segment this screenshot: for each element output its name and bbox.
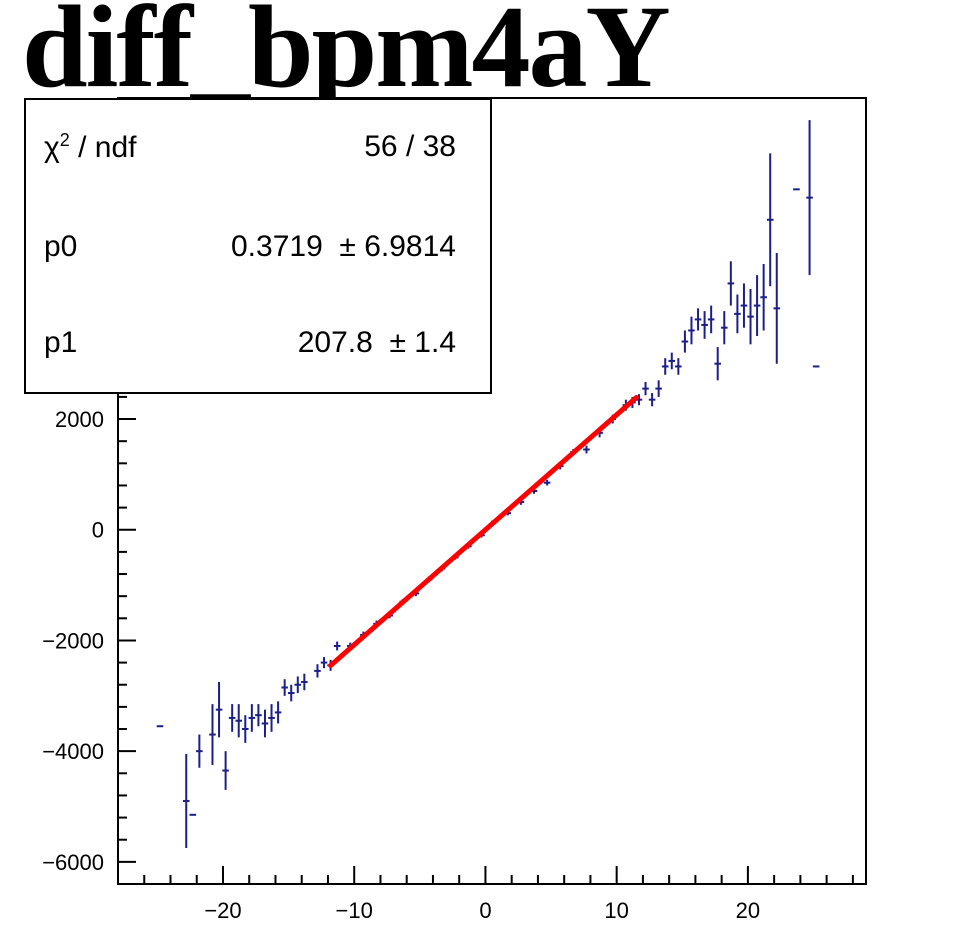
stat-row-p0: p0 0.3719 ± 6.9814 <box>44 230 456 270</box>
chi2-label: χ2 / ndf <box>44 130 136 165</box>
p1-value: 207.8 ± 1.4 <box>297 326 456 359</box>
x-tick-label: 10 <box>604 898 628 923</box>
plot-frame <box>117 97 867 885</box>
fit-line <box>328 394 639 668</box>
stats-box: χ2 / ndf 56 / 38 p0 0.3719 ± 6.9814 p1 2… <box>24 98 492 394</box>
y-tick-label: −2000 <box>42 628 104 653</box>
x-tick-label: 20 <box>736 898 760 923</box>
y-tick-label: 2000 <box>55 407 104 432</box>
y-tick-label: −4000 <box>42 739 104 764</box>
chi2-value: 56 / 38 <box>364 130 456 163</box>
chi2-exponent: 2 <box>59 130 70 150</box>
y-tick-label: 0 <box>92 518 104 543</box>
p0-label: p0 <box>44 230 78 263</box>
x-tick-label: −10 <box>336 898 373 923</box>
chart-title: diff_bpm4aY <box>22 0 671 112</box>
chi2-suffix: / ndf <box>69 131 137 164</box>
chi2-symbol: χ <box>44 131 60 164</box>
p1-label: p1 <box>44 326 78 359</box>
x-tick-label: −20 <box>204 898 241 923</box>
y-tick-label: −6000 <box>42 850 104 875</box>
stat-row-chi2: χ2 / ndf 56 / 38 <box>44 130 456 170</box>
stat-row-p1: p1 207.8 ± 1.4 <box>44 326 456 366</box>
p0-value: 0.3719 ± 6.9814 <box>231 230 456 263</box>
x-tick-label: 0 <box>479 898 491 923</box>
